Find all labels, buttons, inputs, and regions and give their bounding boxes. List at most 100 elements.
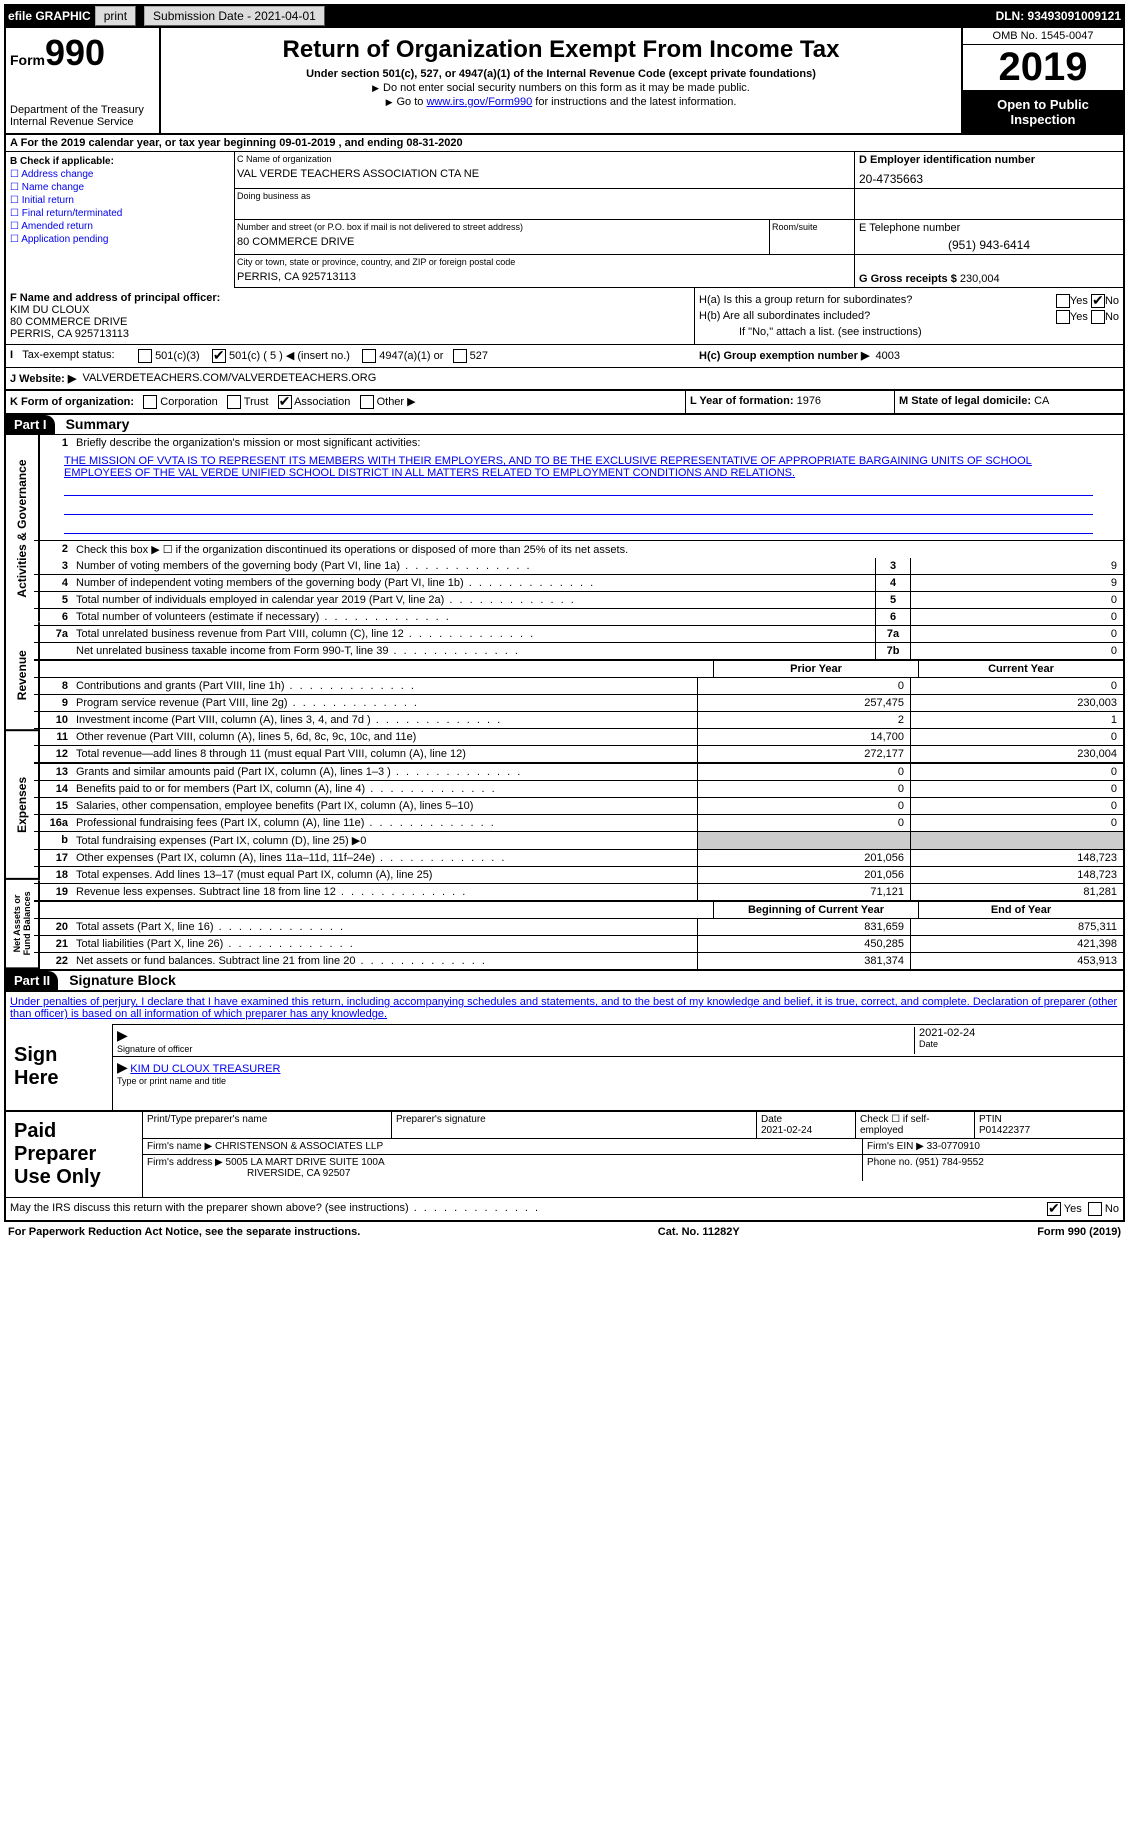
may-irs-yes[interactable]	[1047, 1202, 1061, 1216]
ha-label: H(a) Is this a group return for subordin…	[699, 294, 1056, 308]
row-i-tax-status: I Tax-exempt status: 501(c)(3) 501(c) ( …	[4, 345, 1125, 368]
section-b-checkboxes: B Check if applicable: ☐ Address change …	[6, 152, 235, 288]
i-501c3-checkbox[interactable]	[138, 349, 152, 363]
cb-amended-return[interactable]: ☐ Amended return	[10, 221, 230, 232]
goto-suffix: for instructions and the latest informat…	[532, 96, 736, 108]
v5: 0	[910, 592, 1123, 608]
i-527-checkbox[interactable]	[453, 349, 467, 363]
form-number: 990	[45, 32, 105, 73]
dba-label: Doing business as	[235, 189, 854, 203]
k-trust-checkbox[interactable]	[227, 395, 241, 409]
firm-ein: 33-0770910	[927, 1141, 980, 1152]
summary-body: Activities & Governance Revenue Expenses…	[4, 435, 1125, 971]
line19: Revenue less expenses. Subtract line 18 …	[72, 884, 697, 900]
print-button[interactable]: print	[95, 6, 136, 26]
firm-city: RIVERSIDE, CA 92507	[147, 1168, 350, 1179]
officer-name: KIM DU CLOUX TREASURER	[130, 1063, 280, 1075]
cb-application-pending[interactable]: ☐ Application pending	[10, 234, 230, 245]
form-header: Form990 Department of the Treasury Inter…	[4, 28, 1125, 135]
hb-note: If "No," attach a list. (see instruction…	[699, 326, 1119, 338]
line16b: Total fundraising expenses (Part IX, col…	[72, 832, 697, 849]
i-opt2: 501(c) ( 5 ) ◀ (insert no.)	[229, 350, 350, 362]
line10: Investment income (Part VIII, column (A)…	[72, 712, 697, 728]
end-year-header: End of Year	[918, 902, 1123, 918]
line15: Salaries, other compensation, employee b…	[72, 798, 697, 814]
check-self-employed[interactable]: Check ☐ if self-employed	[856, 1112, 975, 1138]
l-value: 1976	[797, 395, 821, 407]
g-value: 230,004	[960, 273, 1000, 285]
p10: 2	[697, 712, 910, 728]
k-label: K Form of organization:	[10, 396, 134, 408]
j-value: VALVERDETEACHERS.COM/VALVERDETEACHERS.OR…	[82, 372, 376, 385]
hb-no-checkbox[interactable]	[1091, 310, 1105, 324]
paperwork-notice: For Paperwork Reduction Act Notice, see …	[8, 1226, 360, 1238]
cb-final-return[interactable]: ☐ Final return/terminated	[10, 208, 230, 219]
prior-year-header: Prior Year	[713, 661, 918, 677]
firm-addr-label: Firm's address ▶	[147, 1157, 223, 1168]
vtab-net-assets: Net Assets or Fund Balances	[6, 880, 40, 969]
row-a-tax-year: A For the 2019 calendar year, or tax yea…	[4, 135, 1125, 152]
p21: 450,285	[697, 936, 910, 952]
c20: 875,311	[910, 919, 1123, 935]
header-right: OMB No. 1545-0047 2019 Open to Public In…	[961, 28, 1123, 133]
line14: Benefits paid to or for members (Part IX…	[72, 781, 697, 797]
ha-no-checkbox[interactable]	[1091, 294, 1105, 308]
line1-label: Briefly describe the organization's miss…	[72, 435, 1123, 451]
i-501c-checkbox[interactable]	[212, 349, 226, 363]
j-label: J Website: ▶	[10, 372, 76, 385]
paid-label: Paid Preparer Use Only	[6, 1112, 143, 1197]
p17: 201,056	[697, 850, 910, 866]
dln-label: DLN: 93493091009121	[996, 9, 1121, 23]
k-other-checkbox[interactable]	[360, 395, 374, 409]
form-subtitle: Under section 501(c), 527, or 4947(a)(1)…	[165, 68, 957, 80]
i-4947-checkbox[interactable]	[362, 349, 376, 363]
c17: 148,723	[910, 850, 1123, 866]
footer: For Paperwork Reduction Act Notice, see …	[4, 1222, 1125, 1242]
row-j-website: J Website: ▶ VALVERDETEACHERS.COM/VALVER…	[4, 368, 1125, 391]
vtab-expenses: Expenses	[6, 731, 40, 880]
line16a: Professional fundraising fees (Part IX, …	[72, 815, 697, 831]
sig-officer-label: Signature of officer	[117, 1044, 192, 1054]
ssn-warning: Do not enter social security numbers on …	[383, 82, 750, 94]
line20: Total assets (Part X, line 16)	[72, 919, 697, 935]
signature-section: Under penalties of perjury, I declare th…	[4, 991, 1125, 1222]
part2-title: Signature Block	[61, 972, 176, 988]
c18: 148,723	[910, 867, 1123, 883]
cb-initial-return[interactable]: ☐ Initial return	[10, 195, 230, 206]
sign-here-row: Sign Here ▶Signature of officer 2021-02-…	[6, 1024, 1123, 1110]
form-title: Return of Organization Exempt From Incom…	[165, 36, 957, 64]
line18: Total expenses. Add lines 13–17 (must eq…	[72, 867, 697, 883]
cb-address-change[interactable]: ☐ Address change	[10, 169, 230, 180]
e-phone-value: (951) 943-6414	[859, 238, 1119, 252]
line21: Total liabilities (Part X, line 26)	[72, 936, 697, 952]
row-a-text: For the 2019 calendar year, or tax year …	[21, 137, 463, 149]
ha-yes-checkbox[interactable]	[1056, 294, 1070, 308]
g-label: G Gross receipts $	[859, 273, 957, 285]
may-irs-no[interactable]	[1088, 1202, 1102, 1216]
hb-label: H(b) Are all subordinates included?	[699, 310, 1056, 324]
cb-name-change[interactable]: ☐ Name change	[10, 182, 230, 193]
line7a: Total unrelated business revenue from Pa…	[72, 626, 875, 642]
line11: Other revenue (Part VIII, column (A), li…	[72, 729, 697, 745]
p8: 0	[697, 678, 910, 694]
addr-label: Number and street (or P.O. box if mail i…	[235, 220, 769, 234]
blank-rule-1	[64, 483, 1093, 496]
p11: 14,700	[697, 729, 910, 745]
m-value: CA	[1034, 395, 1049, 407]
line8: Contributions and grants (Part VIII, lin…	[72, 678, 697, 694]
submission-date-button[interactable]: Submission Date - 2021-04-01	[144, 6, 325, 26]
v6: 0	[910, 609, 1123, 625]
c11: 0	[910, 729, 1123, 745]
f-addr1: 80 COMMERCE DRIVE	[10, 316, 690, 328]
blank-rule-2	[64, 502, 1093, 515]
main-info-block: B Check if applicable: ☐ Address change …	[4, 152, 1125, 288]
hb-yes-checkbox[interactable]	[1056, 310, 1070, 324]
k-assoc-checkbox[interactable]	[278, 395, 292, 409]
c8: 0	[910, 678, 1123, 694]
goto-link[interactable]: www.irs.gov/Form990	[426, 96, 532, 108]
blank-rule-3	[64, 521, 1093, 534]
line12: Total revenue—add lines 8 through 11 (mu…	[72, 746, 697, 762]
k-corp-checkbox[interactable]	[143, 395, 157, 409]
line9: Program service revenue (Part VIII, line…	[72, 695, 697, 711]
open-public-badge: Open to Public Inspection	[963, 91, 1123, 133]
